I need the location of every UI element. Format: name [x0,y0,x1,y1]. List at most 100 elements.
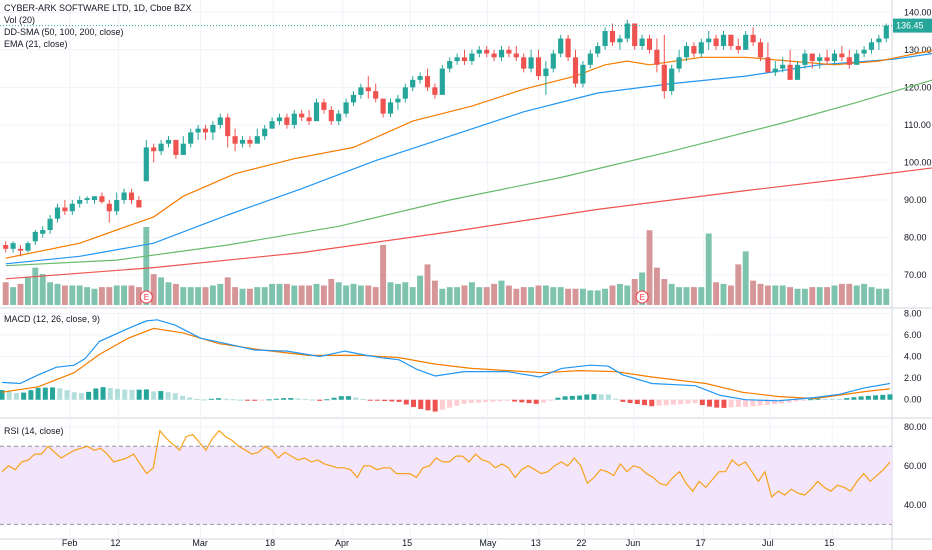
main-legend[interactable]: CYBER-ARK SOFTWARE LTD, 1D, Cboe BZX Vol… [4,2,192,50]
rsi-line [1,429,891,499]
macd-histogram-bar [779,399,785,404]
candle [247,136,253,148]
candle [669,64,675,95]
volume-bar [461,285,468,305]
candle-body [817,57,823,62]
volume-bar [98,287,105,305]
volume-bar [246,288,253,305]
macd-histogram-bar [815,398,821,400]
candle [114,192,120,216]
volume-bar [528,287,535,305]
macd-histogram-bar [678,399,684,405]
symbol-legend[interactable]: CYBER-ARK SOFTWARE LTD, 1D, Cboe BZX [4,3,192,13]
candle-body [402,87,408,99]
macd-histogram-bar [721,399,727,408]
candle-body [683,46,690,58]
macd-histogram-bar [887,394,893,400]
macd-histogram-bar [78,393,84,400]
macd-histogram-bar [793,399,799,402]
volume-bar [557,287,564,305]
candle [225,113,231,148]
candle [506,46,512,58]
rsi-legend[interactable]: RSI (14, close) [4,426,64,436]
candle-body [365,87,371,92]
candle-body [676,57,682,69]
macd-histogram-bar [432,399,438,412]
volume-bar [291,285,298,305]
macd-histogram-bar [403,399,409,405]
volume-bar [668,283,675,305]
candle [565,34,571,62]
volume-bar [801,288,808,305]
volume-legend[interactable]: Vol (20) [4,15,36,25]
candle [661,34,667,99]
candle [587,49,593,69]
candle [491,49,497,62]
volume-bar [735,264,742,305]
candle-body [765,57,771,73]
x-tick-label: Jun [626,538,641,548]
candle [854,49,860,65]
candle-body [580,64,586,84]
volume-bar [128,285,135,305]
volume-bar [824,287,831,305]
macd-legend[interactable]: MACD (12, 26, close, 9) [4,314,101,324]
candle [743,31,749,50]
candle-body [521,57,527,69]
volume-bar [357,285,364,305]
candle-body [535,57,542,77]
candle-body [358,87,364,95]
candle [469,49,475,65]
candle [676,49,682,73]
volume-bar [838,283,845,305]
macd-histogram-bar [244,399,250,401]
macd-histogram-bar [367,399,373,401]
macd-signal-line [1,327,891,400]
volume-bar [372,287,379,305]
sma-legend[interactable]: DD-SMA (50, 100, 200, close) [4,27,124,37]
candle [291,109,297,129]
candle-body [373,91,379,99]
candle-body [543,68,549,77]
macd-histogram-bar [685,399,691,404]
macd-histogram-bar [389,399,395,402]
candle-body [794,64,801,80]
ema-legend[interactable]: EMA (21, close) [4,39,68,49]
volume-bar [431,280,438,305]
candle [328,106,334,125]
candle-body [780,64,786,69]
volume-bar [2,282,9,305]
candle-body [883,25,889,39]
candle [365,76,371,99]
macd-histogram-bar [259,399,265,401]
candle [706,31,712,50]
volume-bar [32,267,39,305]
macd-histogram-bar [165,392,171,400]
candle [40,226,46,238]
volume-bar [624,285,631,305]
volume-bar [476,287,483,305]
candle-body [461,57,468,62]
macd-histogram-bar [346,396,352,400]
macd-histogram-bar [100,387,106,400]
candle [794,61,801,80]
candle-body [787,64,793,80]
y-tick-label: 120.00 [904,82,932,92]
volume-bar [602,288,609,305]
volume-bar [883,288,890,305]
volume-bar [350,283,357,305]
volume-bar [320,285,327,305]
candle [602,27,608,50]
volume-bar [172,283,179,305]
volume-bar [417,275,424,305]
candle-body [254,136,260,144]
volume-bar [535,285,542,305]
candle-body [121,192,127,200]
volume-bar [742,251,749,305]
volume-bar [84,287,91,305]
candle-body [824,57,830,62]
macd-histogram-bar [439,399,445,410]
candle-body [276,117,283,122]
volume-bar [269,283,276,305]
